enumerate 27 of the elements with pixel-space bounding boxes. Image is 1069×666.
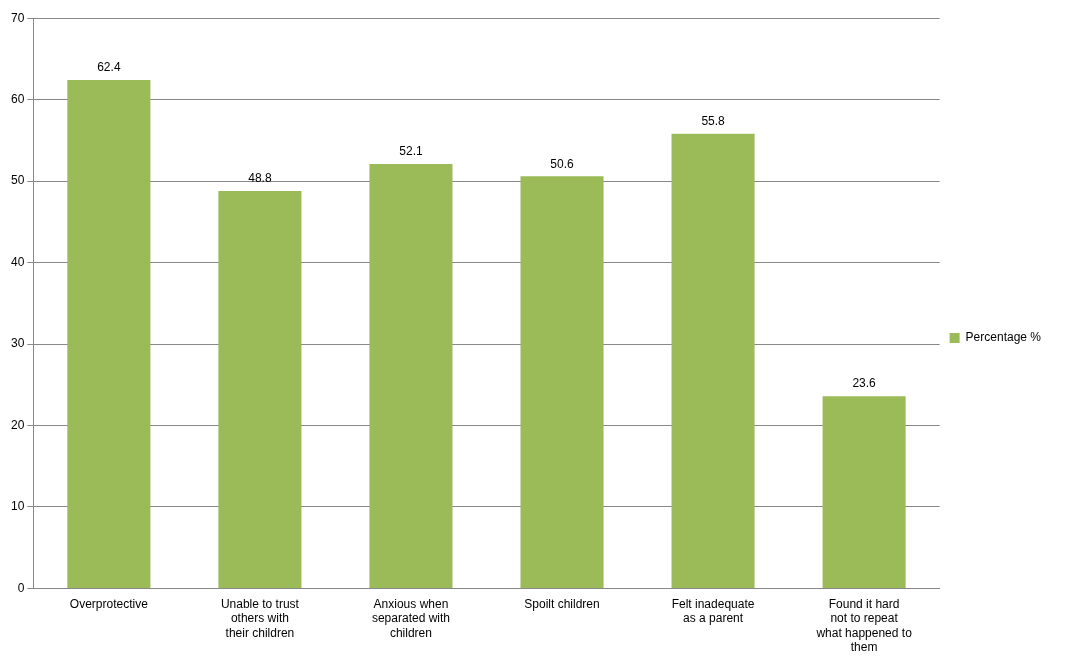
bar <box>369 164 453 588</box>
y-tick-label: 40 <box>10 254 25 269</box>
x-tick-label: Felt inadequate as a parent <box>671 596 755 626</box>
x-tick-label: Unable to trust others with their children <box>220 596 300 640</box>
y-tick-label: 0 <box>17 580 25 595</box>
data-label: 23.6 <box>852 376 877 391</box>
data-label: 48.8 <box>248 171 272 186</box>
y-tick-label: 70 <box>10 10 25 25</box>
bar <box>520 176 604 588</box>
x-tick-label: Overprotective <box>69 596 149 611</box>
data-label: 50.6 <box>550 156 575 171</box>
x-tick-label: Anxious when separated with children <box>371 596 450 640</box>
y-tick-label: 50 <box>10 173 25 188</box>
bar <box>218 190 302 588</box>
y-tick-label: 10 <box>10 499 25 514</box>
data-label: 52.1 <box>399 144 423 159</box>
y-tick-label: 20 <box>10 417 25 432</box>
bar <box>671 133 755 588</box>
x-tick-label: Spoilt children <box>524 596 600 611</box>
bar <box>822 396 906 588</box>
data-label: 62.4 <box>97 60 121 75</box>
bar <box>67 80 151 588</box>
y-tick-label: 60 <box>10 91 25 106</box>
data-label: 55.8 <box>701 114 726 129</box>
legend-label: Percentage % <box>965 330 1042 345</box>
x-tick-label: Found it hard not to repeat what happened to them <box>815 596 913 655</box>
y-tick-label: 30 <box>10 336 25 351</box>
